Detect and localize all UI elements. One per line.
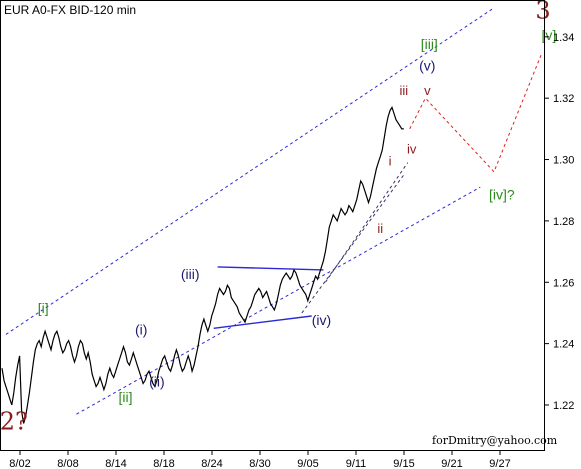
wave-label-2: [iii] [421, 36, 438, 52]
projection-line [409, 55, 542, 173]
triangle-line-1 [213, 315, 312, 329]
chart-title: EUR A0-FX BID-120 min [4, 3, 136, 17]
wave-label-16: (iv) [312, 312, 331, 328]
x-tick-label-7: 9/11 [346, 458, 367, 469]
wave-label-3: (v) [419, 58, 435, 74]
y-tick-label-3: 1.28 [553, 216, 574, 228]
wave-label-10: [iv]? [489, 186, 515, 202]
y-tick-label-2: 1.26 [553, 277, 574, 289]
y-tick-label-6: 1.34 [553, 32, 574, 44]
x-tick-label-6: 9/05 [297, 458, 318, 469]
x-tick-label-4: 8/24 [201, 458, 222, 469]
y-tick-label-5: 1.32 [553, 93, 574, 105]
wave-label-12: (iii) [181, 266, 200, 282]
y-tick-label-0: 1.22 [553, 400, 574, 412]
x-tick-label-1: 8/08 [57, 458, 78, 469]
wave-label-13: (i) [135, 321, 147, 337]
x-tick-label-3: 8/18 [153, 458, 174, 469]
x-tick-label-2: 8/14 [105, 458, 126, 469]
x-tick-label-10: 9/27 [489, 458, 510, 469]
wave-label-5: v [424, 83, 431, 98]
wave-label-0: 3 [535, 0, 550, 24]
x-tick-label-0: 8/02 [9, 458, 30, 469]
wave-label-15: [ii] [118, 389, 132, 405]
wave-label-6: iv [407, 141, 417, 156]
guide-lines [5, 8, 493, 415]
channel-line-0 [5, 8, 493, 335]
y-axis: 1.22 1.24 1.26 1.28 1.30 1.32 1.34 [545, 32, 574, 412]
x-tick-label-9: 9/21 [441, 458, 462, 469]
wave-label-8: ii [377, 221, 383, 236]
wave-label-7: i [389, 154, 392, 169]
channel-line-1 [76, 186, 481, 415]
projection-path [409, 55, 542, 173]
series-line-0 [1, 106, 404, 424]
x-tick-label-5: 8/30 [249, 458, 270, 469]
plot-frame [0, 0, 545, 451]
x-axis: 8/02 8/08 8/14 8/18 8/24 8/30 9/05 9/11 9/15 9/21… [9, 451, 511, 469]
wave-label-14: (ii) [149, 374, 165, 390]
y-tick-label-4: 1.30 [553, 155, 574, 167]
guide-line-1 [324, 162, 409, 283]
wave-label-1: 2? [0, 408, 28, 436]
guide-line-0 [301, 174, 405, 314]
triangle-line-0 [217, 266, 324, 271]
wave-label-4: iii [399, 83, 408, 98]
wave-label-11: [i] [38, 300, 49, 316]
price-series [1, 106, 404, 424]
watermark-text: forDmitry@yahoo.com [432, 434, 558, 447]
wave-labels: 32?[iii](v)iii viviii[v][iv]?[i](iii)(i)(… [0, 0, 556, 436]
x-tick-label-8: 9/15 [393, 458, 414, 469]
wave-label-9: [v] [541, 27, 556, 43]
y-tick-label-1: 1.24 [553, 339, 574, 351]
